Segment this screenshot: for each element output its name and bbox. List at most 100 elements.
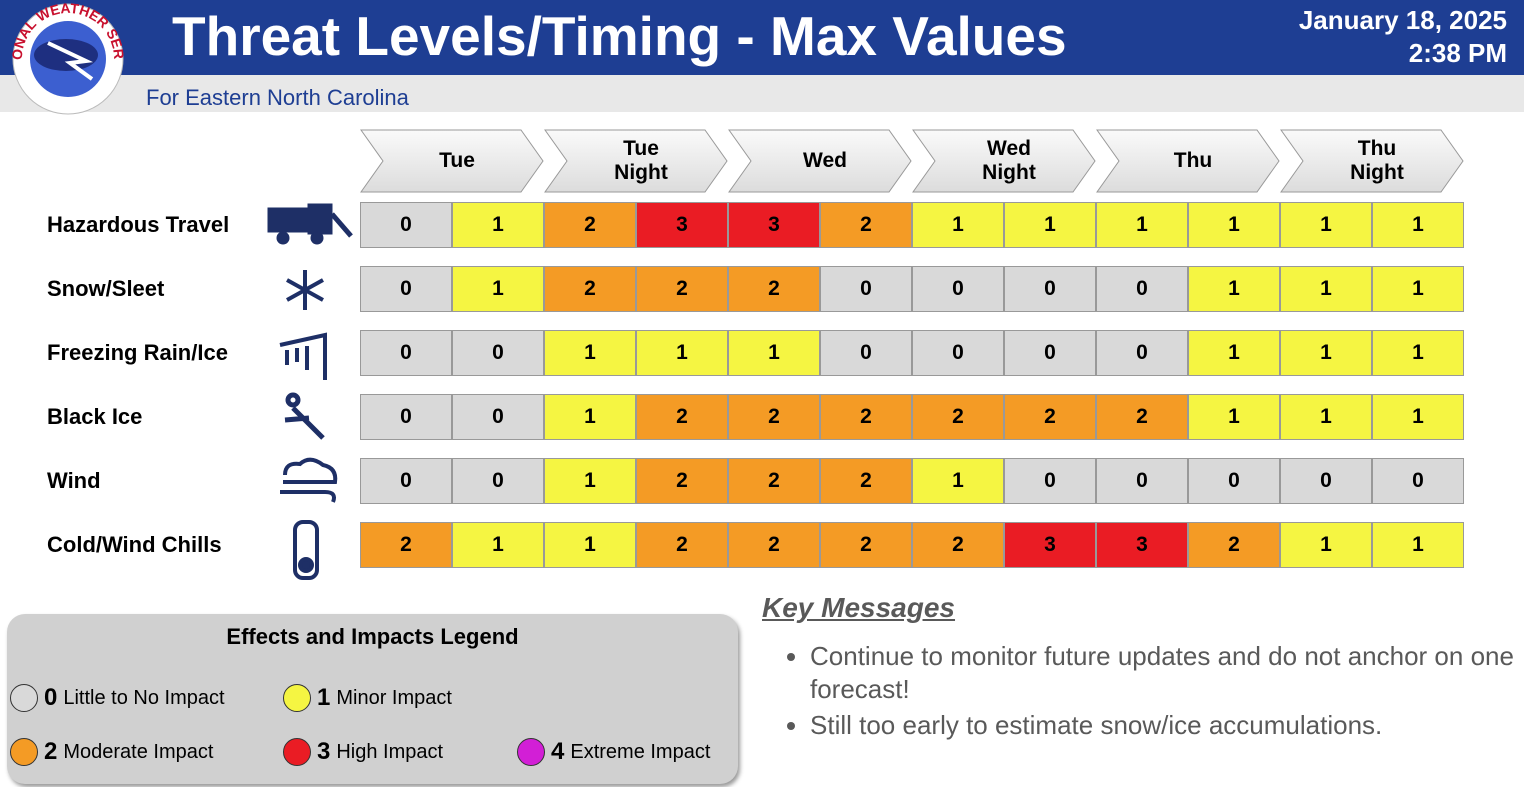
threat-cell: 2 (728, 522, 820, 568)
threat-cell: 2 (360, 522, 452, 568)
legend-item: 4 Extreme Impact (517, 738, 710, 766)
legend-item: 2 Moderate Impact (10, 738, 213, 766)
threat-cell: 1 (544, 458, 636, 504)
threat-cell: 1 (728, 330, 820, 376)
row-label: Freezing Rain/Ice (47, 340, 228, 365)
legend-swatch (517, 738, 545, 766)
legend-item: 0 Little to No Impact (10, 684, 225, 712)
legend-item: 3 High Impact (283, 738, 443, 766)
threat-cell: 0 (452, 330, 544, 376)
legend-level: 4 (551, 738, 565, 765)
threat-cell: 3 (636, 202, 728, 248)
threat-cell: 0 (1096, 458, 1188, 504)
threat-cell: 3 (1004, 522, 1096, 568)
threat-cell: 1 (1280, 266, 1372, 312)
threat-cell: 1 (1280, 202, 1372, 248)
threat-cell: 1 (1280, 394, 1372, 440)
threat-cell: 0 (360, 266, 452, 312)
row-label: Black Ice (47, 404, 143, 429)
threat-cell: 2 (912, 522, 1004, 568)
threat-cell: 1 (1372, 330, 1464, 376)
threat-cell: 1 (912, 458, 1004, 504)
legend-title: Effects and Impacts Legend (226, 624, 519, 649)
threat-cell: 0 (1004, 330, 1096, 376)
subheader-bar (0, 75, 1524, 112)
legend-swatch (283, 738, 311, 766)
threat-cell: 0 (1004, 458, 1096, 504)
threat-cell: 2 (636, 522, 728, 568)
legend-swatch (283, 684, 311, 712)
threat-cell: 0 (452, 394, 544, 440)
threat-cell: 2 (636, 458, 728, 504)
threat-cell: 0 (1372, 458, 1464, 504)
time: 2:38 PM (1408, 38, 1507, 68)
threat-cell: 0 (912, 266, 1004, 312)
legend-label: Extreme Impact (570, 740, 711, 763)
period-label: Thu Night (1280, 130, 1464, 192)
threat-cell: 2 (1188, 522, 1280, 568)
threat-cell: 2 (544, 202, 636, 248)
period-label: Thu (1096, 130, 1280, 192)
row-label: Cold/Wind Chills (47, 532, 222, 557)
threat-cell: 1 (1188, 266, 1280, 312)
period-chevron (360, 129, 544, 193)
header-bar (0, 0, 1524, 75)
legend-swatch (10, 684, 38, 712)
threat-cell: 0 (452, 458, 544, 504)
period-chevron (1096, 129, 1280, 193)
key-message: Still too early to estimate snow/ice acc… (810, 709, 1524, 742)
legend-box: Effects and Impacts Legend (7, 614, 738, 784)
threat-cell: 0 (360, 330, 452, 376)
threat-cell: 3 (728, 202, 820, 248)
period-chevron (1280, 129, 1464, 193)
legend-level: 2 (44, 738, 58, 765)
threat-cell: 1 (452, 266, 544, 312)
key-messages: Continue to monitor future updates and d… (770, 640, 1524, 745)
period-text: Thu (1173, 149, 1213, 172)
threat-cell: 2 (820, 394, 912, 440)
threat-cell: 1 (544, 330, 636, 376)
row-label: Snow/Sleet (47, 276, 165, 301)
subtitle: For Eastern North Carolina (146, 85, 409, 110)
threat-cell: 0 (1188, 458, 1280, 504)
icons (267, 203, 353, 580)
threat-cell: 2 (820, 522, 912, 568)
threat-cell: 1 (1372, 522, 1464, 568)
threat-cell: 0 (1096, 266, 1188, 312)
threat-cell: 0 (912, 330, 1004, 376)
threat-cell: 1 (1280, 522, 1372, 568)
threat-cell: 1 (544, 522, 636, 568)
row-label: Wind (47, 468, 101, 493)
legend-swatch (10, 738, 38, 766)
threat-cell: 0 (360, 394, 452, 440)
threat-cell: 1 (544, 394, 636, 440)
period-label: Wed Night (912, 130, 1096, 192)
threat-cell: 1 (636, 330, 728, 376)
period-text: Wed (803, 149, 847, 172)
threat-cell: 2 (728, 458, 820, 504)
threat-cell: 2 (728, 394, 820, 440)
legend-level: 0 (44, 684, 58, 711)
threat-cell: 1 (1004, 202, 1096, 248)
row-label: Hazardous Travel (47, 212, 230, 237)
key-messages-title: Key Messages (762, 592, 956, 623)
threat-cell: 0 (360, 202, 452, 248)
threat-cell: 0 (1004, 266, 1096, 312)
threat-cell: 2 (636, 394, 728, 440)
legend-label: Moderate Impact (63, 740, 214, 763)
threat-cell: 0 (820, 266, 912, 312)
threat-cell: 2 (1004, 394, 1096, 440)
threat-cell: 0 (1096, 330, 1188, 376)
threat-cell: 1 (1372, 202, 1464, 248)
threat-cell: 1 (1096, 202, 1188, 248)
threat-cell: 2 (636, 266, 728, 312)
key-message: Continue to monitor future updates and d… (810, 640, 1524, 706)
threat-cell: 1 (1188, 330, 1280, 376)
threat-cell: 1 (452, 202, 544, 248)
threat-cell: 1 (452, 522, 544, 568)
title: Threat Levels/Timing - Max Values (172, 5, 1067, 67)
period-chevron (544, 129, 728, 193)
threat-cell: 0 (1280, 458, 1372, 504)
legend-level: 1 (317, 684, 331, 711)
